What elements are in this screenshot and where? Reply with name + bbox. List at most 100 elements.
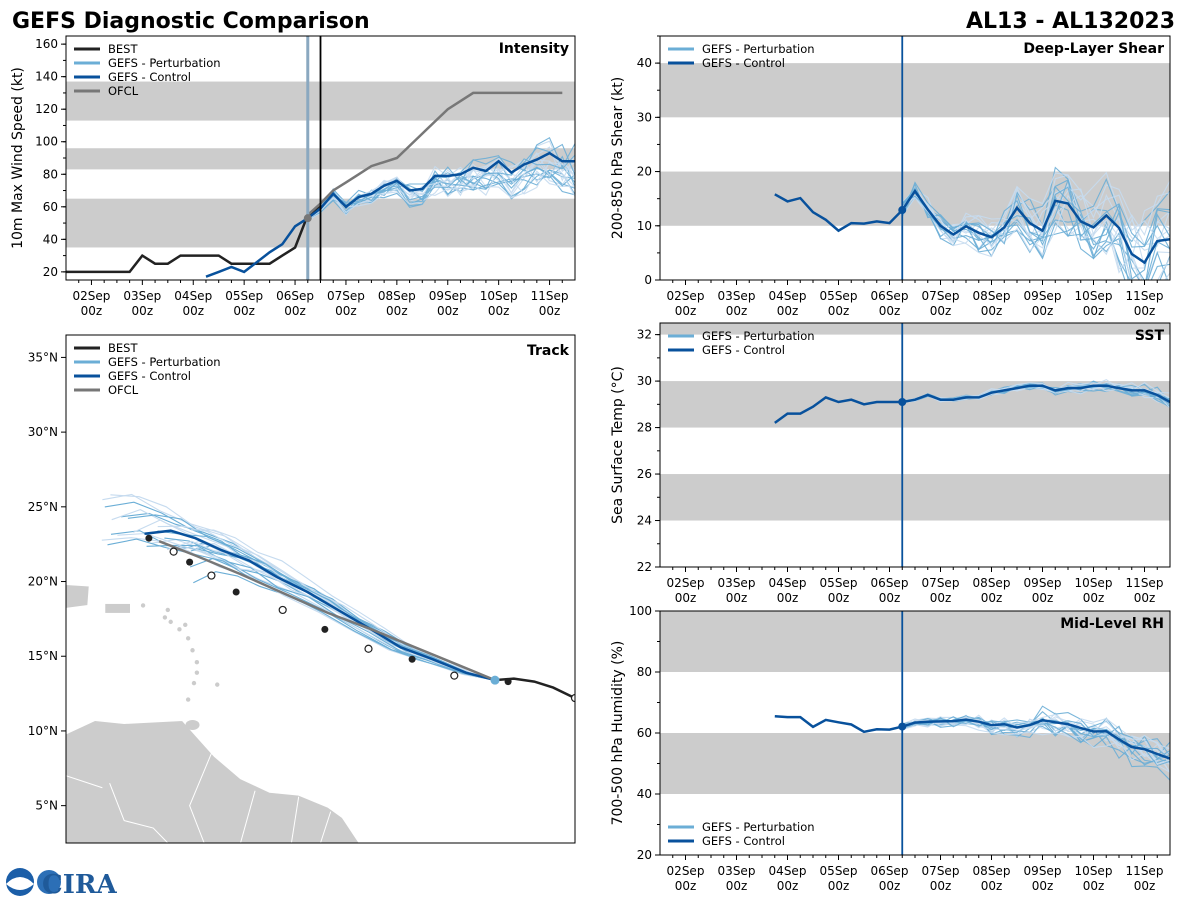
sst-ytick-label: 26 [637,467,652,481]
intensity-xtick-label: 00z [488,304,510,318]
country-border-3 [320,811,332,843]
island-6 [194,660,200,665]
intensity-xtick-label: 10Sep [480,289,518,303]
intensity-perturbation-line-18 [307,158,575,218]
legend-label-ofcl: OFCL [108,84,139,98]
rh-xtick-label: 00z [777,879,799,893]
rh-xtick-label: 00z [879,879,901,893]
intensity-xtick-label: 06Sep [276,289,314,303]
rh-xtick-label: 06Sep [871,864,909,878]
rh-xtick-label: 10Sep [1075,864,1113,878]
legend-label-gefs-control: GEFS - Control [108,70,191,84]
sst-xtick-label: 02Sep [667,576,705,590]
rh-ytick-label: 20 [637,848,652,862]
rh-ytick-label: 60 [637,726,652,740]
rh-xtick-label: 09Sep [1024,864,1062,878]
noaa-bird-icon [6,877,34,890]
sst-xtick-label: 00z [828,591,850,605]
island-10 [215,682,220,687]
shear-xtick-label: 00z [1134,304,1156,318]
track-frame [65,334,576,844]
globe-icon [37,870,61,894]
sst-xtick-label: 00z [981,591,1003,605]
legend-label-gefs-perturbation: GEFS - Perturbation [702,42,815,56]
rh-control-line [774,714,1170,760]
intensity-ytick-label: 140 [35,70,58,84]
shear-xtick-label: 00z [1083,304,1105,318]
shear-xtick-label: 00z [777,304,799,318]
sst-xtick-label: 06Sep [871,576,909,590]
sst-ytick-label: 28 [637,421,652,435]
shear-xtick-label: 00z [828,304,850,318]
sst-xtick-label: 00z [1083,591,1105,605]
intensity-xtick-label: 00z [81,304,103,318]
shear-xtick-label: 02Sep [667,289,705,303]
shear-ytick-label: 20 [637,165,652,179]
island-3 [183,622,188,628]
intensity-xtick-label: 05Sep [225,289,263,303]
track-marker-00z-4 [145,534,153,542]
intensity-control-line [205,151,575,278]
shear-xtick-label: 06Sep [871,289,909,303]
shear-perturbation-line-16 [901,194,1170,280]
shear-panel: 01020304002Sep00z03Sep00z04Sep00z05Sep00… [610,35,1171,318]
sst-xtick-label: 00z [879,591,901,605]
intensity-ytick-label: 100 [35,135,58,149]
sst-panel: 22242628303202Sep00z03Sep00z04Sep00z05Se… [610,322,1171,605]
track-ytick-label: 5°N [35,799,58,813]
rh-xtick-label: 08Sep [973,864,1011,878]
sst-xtick-label: 04Sep [769,576,807,590]
legend-label-gefs-perturbation: GEFS - Perturbation [702,329,815,343]
rh-ytick-label: 80 [637,665,652,679]
rh-xtick-label: 00z [1134,879,1156,893]
sst-xtick-label: 00z [777,591,799,605]
shear-xtick-label: 07Sep [922,289,960,303]
track-marker-12z-1 [450,671,459,680]
land-trinidad [185,719,200,730]
rh-xtick-label: 02Sep [667,864,705,878]
legend-label-gefs-perturbation: GEFS - Perturbation [108,56,221,70]
rh-xtick-label: 04Sep [769,864,807,878]
intensity-title: Intensity [499,41,569,57]
track-marker-12z-5 [169,547,178,556]
track-ofcl-line [158,540,496,682]
intensity-xtick-label: 02Sep [73,289,111,303]
track-marker-12z-4 [207,571,216,580]
sst-ytick-label: 32 [637,328,652,342]
rh-xtick-label: 03Sep [718,864,756,878]
rh-panel: 2040608010002Sep00z03Sep00z04Sep00z05Sep… [610,604,1171,893]
shear-xtick-label: 05Sep [820,289,858,303]
land-hispaniola [66,584,90,609]
island-8 [191,680,197,686]
sst-xtick-label: 00z [675,591,697,605]
shear-xtick-label: 00z [981,304,1003,318]
cira-wordmark: CIRA [42,870,117,900]
track-marker-00z-5 [504,678,512,686]
track-marker-00z-1 [321,625,329,633]
shear-perturbation-line-17 [901,182,1170,247]
intensity-xtick-label: 11Sep [531,289,569,303]
intensity-xtick-label: 00z [437,304,459,318]
track-ytick-label: 25°N [28,500,58,514]
track-ytick-label: 35°N [28,350,58,364]
track-title: Track [527,343,570,359]
legend-label-gefs-control: GEFS - Control [108,369,191,383]
intensity-xtick-label: 00z [335,304,357,318]
rh-xtick-label: 11Sep [1126,864,1164,878]
intensity-xtick-label: 00z [386,304,408,318]
shear-xtick-label: 09Sep [1024,289,1062,303]
intensity-xtick-label: 00z [284,304,306,318]
sst-xtick-label: 03Sep [718,576,756,590]
shear-xtick-label: 00z [675,304,697,318]
rh-xtick-label: 00z [828,879,850,893]
island-2 [168,619,173,625]
intensity-perturbation-line-5 [307,137,575,218]
sst-ytick-label: 30 [637,374,652,388]
intensity-xtick-label: 09Sep [429,289,467,303]
shear-xtick-label: 00z [930,304,952,318]
shear-ytick-label: 30 [637,110,652,124]
island-9 [185,697,191,702]
intensity-ytick-label: 60 [43,200,58,214]
island-12 [177,627,182,632]
